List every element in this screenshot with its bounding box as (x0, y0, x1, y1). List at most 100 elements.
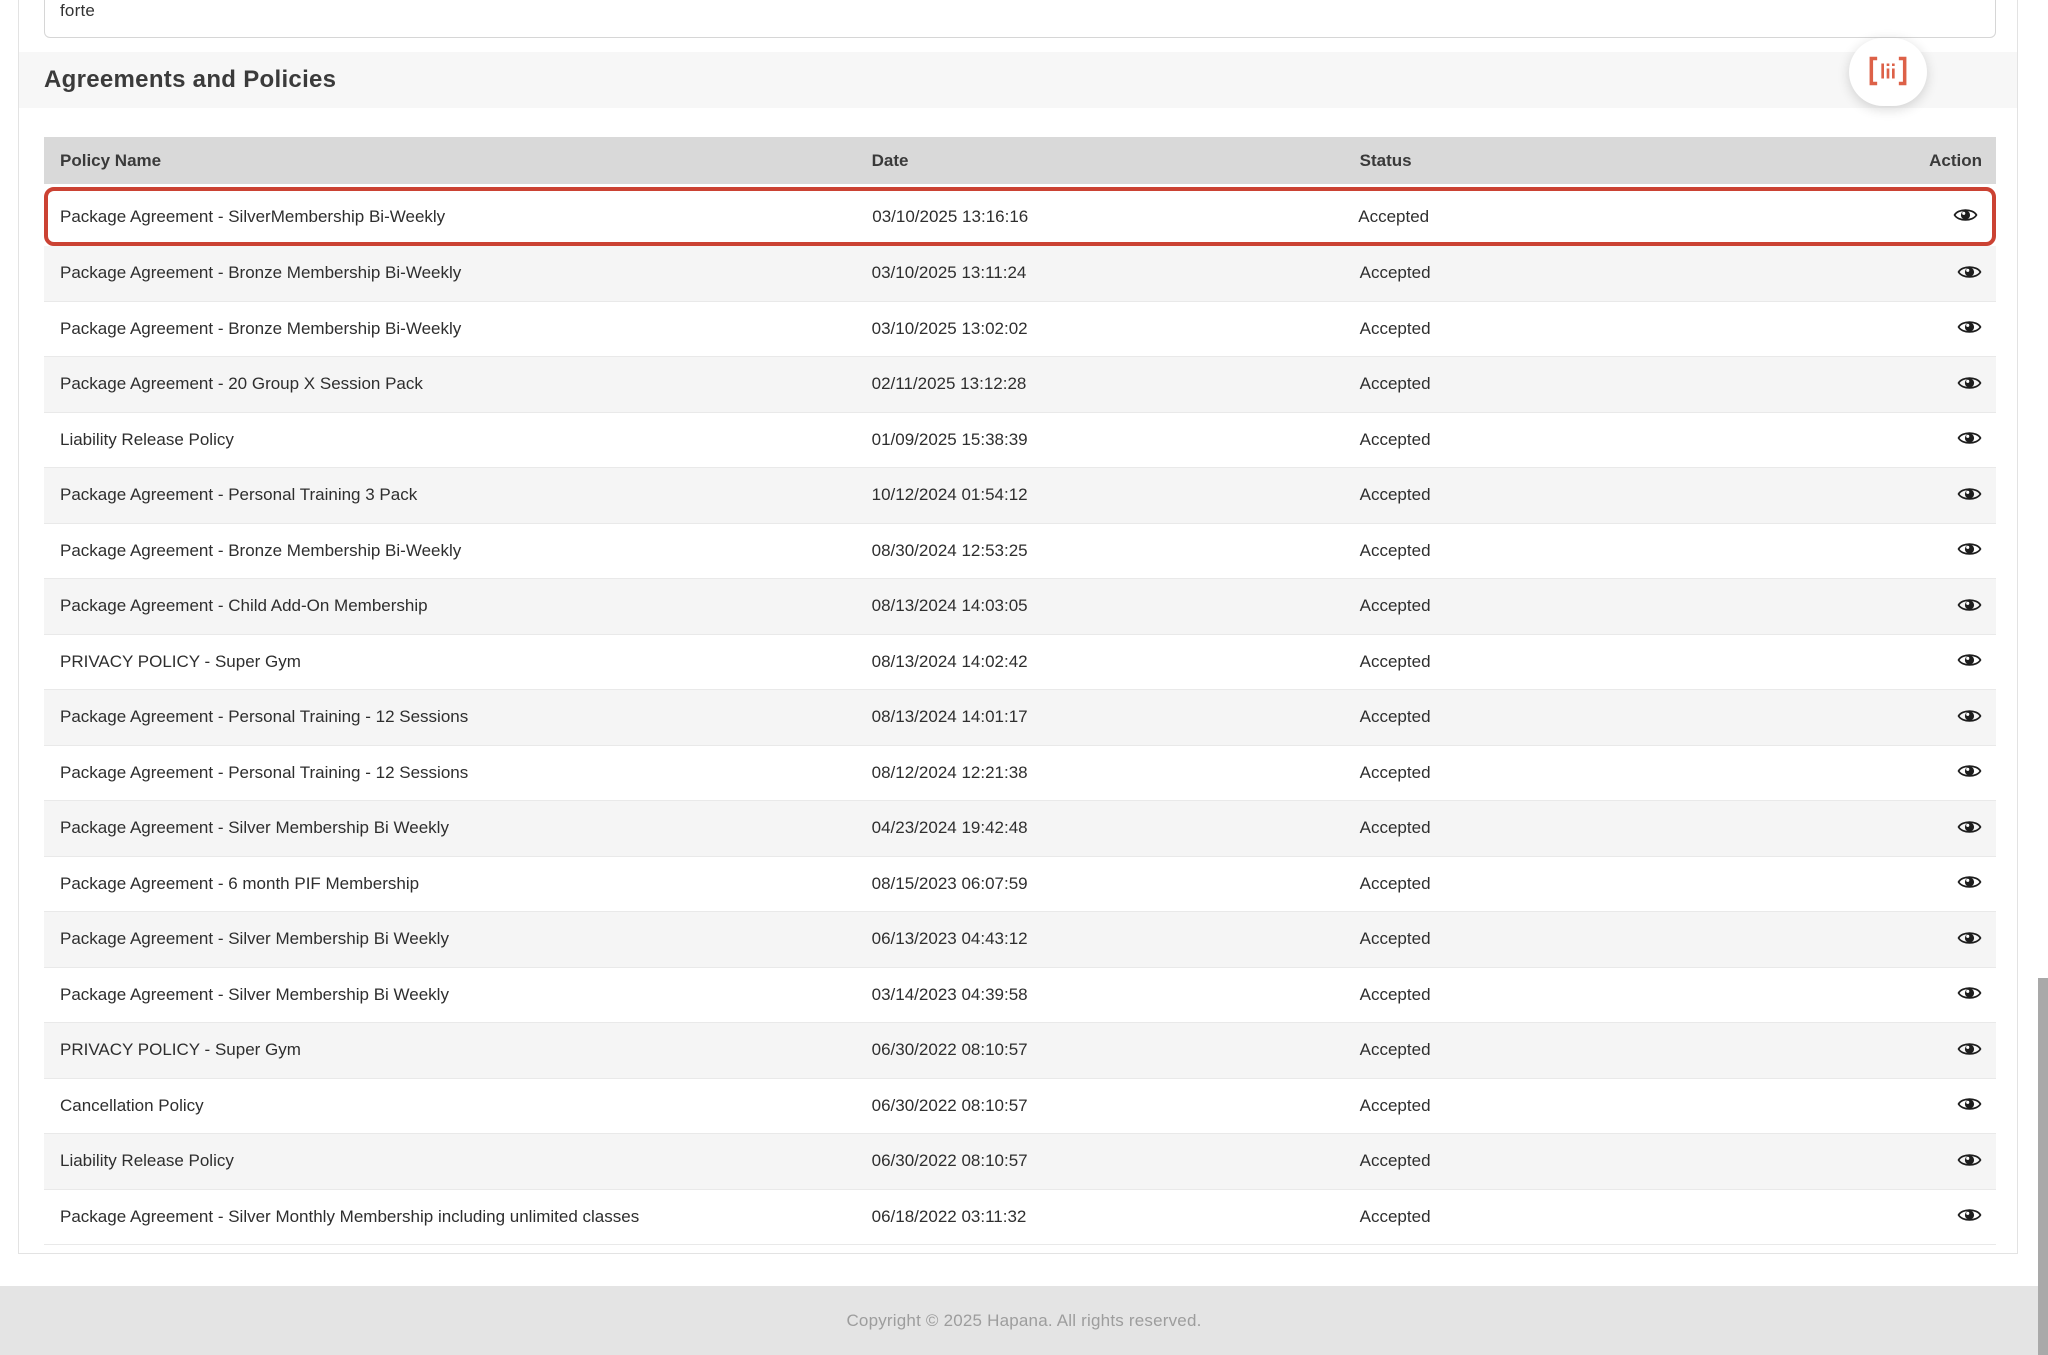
table-row[interactable]: PRIVACY POLICY - Super Gym 08/13/2024 14… (44, 634, 1996, 690)
table-row[interactable]: Package Agreement - Silver Membership Bi… (44, 912, 1996, 968)
action-cell (1789, 929, 1996, 950)
table-row[interactable]: Package Agreement - Personal Training 3 … (44, 468, 1996, 524)
status-cell: Accepted (1359, 651, 1431, 671)
policy-name-cell: Package Agreement - Personal Training - … (60, 707, 469, 727)
action-cell (1789, 1095, 1996, 1116)
view-policy-button[interactable] (1957, 984, 1982, 1005)
eye-icon (1957, 1151, 1982, 1172)
table-row[interactable]: Package Agreement - Silver Membership Bi… (44, 801, 1996, 857)
policy-name-cell: Liability Release Policy (60, 429, 234, 449)
view-policy-button[interactable] (1957, 707, 1982, 728)
eye-icon (1957, 318, 1982, 339)
status-cell: Accepted (1359, 707, 1431, 727)
status-cell: Accepted (1359, 984, 1431, 1004)
status-cell: Accepted (1359, 318, 1431, 338)
policy-name-cell: Package Agreement - Bronze Membership Bi… (60, 318, 462, 338)
view-policy-button[interactable] (1957, 651, 1982, 672)
action-cell (1789, 873, 1996, 894)
policy-name-cell: Package Agreement - Personal Training 3 … (60, 485, 418, 505)
status-cell: Accepted (1358, 206, 1430, 226)
eye-icon (1957, 1040, 1982, 1061)
date-cell: 03/10/2025 13:11:24 (871, 263, 1027, 283)
policy-name-cell: Liability Release Policy (60, 1151, 234, 1171)
date-cell: 08/30/2024 12:53:25 (871, 540, 1028, 560)
table-row[interactable]: Package Agreement - Bronze Membership Bi… (44, 246, 1996, 302)
policy-name-cell: Package Agreement - 6 month PIF Membersh… (60, 873, 420, 893)
table-row[interactable]: Package Agreement - 20 Group X Session P… (44, 357, 1996, 413)
view-policy-button[interactable] (1957, 429, 1982, 450)
table-row[interactable]: Package Agreement - Silver Monthly Membe… (44, 1189, 1996, 1245)
policy-name-cell: Package Agreement - SilverMembership Bi-… (60, 206, 446, 226)
policy-name-cell: Package Agreement - 20 Group X Session P… (60, 374, 423, 394)
barcode-scan-button[interactable] (1849, 38, 1927, 106)
table-row[interactable]: Package Agreement - Personal Training - … (44, 745, 1996, 801)
policy-name-cell: Cancellation Policy (60, 1095, 204, 1115)
action-cell (1789, 596, 1996, 617)
table-row[interactable]: Package Agreement - Personal Training - … (44, 690, 1996, 746)
eye-icon (1957, 263, 1982, 284)
table-row[interactable]: PRIVACY POLICY - Super Gym 06/30/2022 08… (44, 1023, 1996, 1079)
view-policy-button[interactable] (1957, 374, 1982, 395)
table-row[interactable]: Cancellation Policy 06/30/2022 08:10:57 … (44, 1078, 1996, 1134)
status-cell: Accepted (1359, 818, 1431, 838)
policy-name-cell: Package Agreement - Bronze Membership Bi… (60, 540, 462, 560)
table-row[interactable]: Package Agreement - Child Add-On Members… (44, 579, 1996, 635)
view-policy-button[interactable] (1957, 818, 1982, 839)
view-policy-button[interactable] (1953, 206, 1978, 227)
view-policy-button[interactable] (1957, 1095, 1982, 1116)
status-cell: Accepted (1359, 540, 1431, 560)
view-policy-button[interactable] (1957, 762, 1982, 783)
action-cell (1789, 651, 1996, 672)
policy-name-cell: Package Agreement - Silver Monthly Membe… (60, 1206, 640, 1226)
policy-name-cell: Package Agreement - Child Add-On Members… (60, 596, 428, 616)
date-cell: 06/13/2023 04:43:12 (871, 929, 1028, 949)
date-cell: 03/10/2025 13:16:16 (872, 206, 1029, 226)
action-cell (1789, 984, 1996, 1005)
policy-name-cell: Package Agreement - Personal Training - … (60, 762, 469, 782)
column-header-date: Date (871, 150, 909, 170)
column-header-action: Action (1929, 150, 1982, 170)
table-row[interactable]: Liability Release Policy 01/09/2025 15:3… (44, 412, 1996, 468)
action-cell (1789, 707, 1996, 728)
date-cell: 08/12/2024 12:21:38 (871, 762, 1028, 782)
policy-name-cell: PRIVACY POLICY - Super Gym (60, 1040, 301, 1060)
status-cell: Accepted (1359, 1206, 1431, 1226)
action-cell (1789, 762, 1996, 783)
status-cell: Accepted (1359, 929, 1431, 949)
table-row[interactable]: Package Agreement - Bronze Membership Bi… (44, 301, 1996, 357)
view-policy-button[interactable] (1957, 318, 1982, 339)
view-policy-button[interactable] (1957, 873, 1982, 894)
barcode-scan-icon (1868, 55, 1908, 90)
view-policy-button[interactable] (1957, 929, 1982, 950)
view-policy-button[interactable] (1957, 1040, 1982, 1061)
table-row[interactable]: Package Agreement - Silver Membership Bi… (44, 967, 1996, 1023)
table-row[interactable]: Package Agreement - SilverMembership Bi-… (44, 187, 1996, 246)
eye-icon (1957, 984, 1982, 1005)
action-cell (1789, 1206, 1996, 1227)
table-row[interactable]: Liability Release Policy 06/30/2022 08:1… (44, 1134, 1996, 1190)
status-cell: Accepted (1359, 374, 1431, 394)
eye-icon (1957, 651, 1982, 672)
date-cell: 06/30/2022 08:10:57 (871, 1151, 1028, 1171)
eye-icon (1957, 540, 1982, 561)
table-row[interactable]: Package Agreement - Bronze Membership Bi… (44, 523, 1996, 579)
copyright-text: Copyright © 2025 Hapana. All rights rese… (846, 1310, 1202, 1330)
status-cell: Accepted (1359, 762, 1431, 782)
view-policy-button[interactable] (1957, 485, 1982, 506)
view-policy-button[interactable] (1957, 540, 1982, 561)
view-policy-button[interactable] (1957, 596, 1982, 617)
view-policy-button[interactable] (1957, 1206, 1982, 1227)
eye-icon (1957, 1095, 1982, 1116)
view-policy-button[interactable] (1957, 263, 1982, 284)
policy-name-cell: Package Agreement - Silver Membership Bi… (60, 929, 449, 949)
action-cell (1789, 1040, 1996, 1061)
date-cell: 04/23/2024 19:42:48 (871, 818, 1028, 838)
previous-input-value: forte (60, 1, 96, 20)
eye-icon (1957, 929, 1982, 950)
table-row[interactable]: Package Agreement - 6 month PIF Membersh… (44, 856, 1996, 912)
vertical-scrollbar-thumb[interactable] (2038, 978, 2048, 1355)
table-header-row: Policy Name Date Status Action (44, 137, 1996, 184)
previous-section-input[interactable]: forte (44, 0, 1996, 38)
view-policy-button[interactable] (1957, 1151, 1982, 1172)
date-cell: 06/30/2022 08:10:57 (871, 1040, 1028, 1060)
